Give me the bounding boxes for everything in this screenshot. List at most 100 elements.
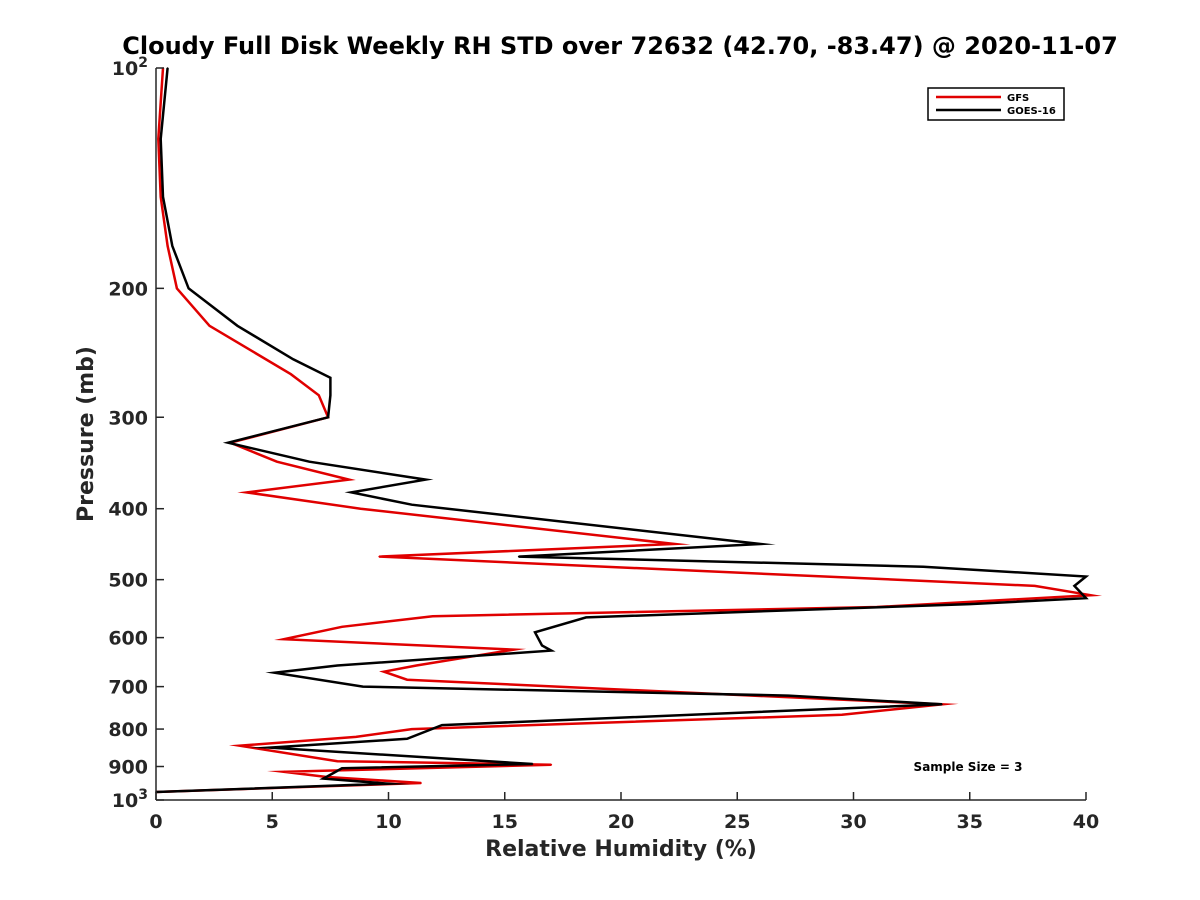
- legend-label-goes16: GOES-16: [1007, 106, 1056, 117]
- data-point-goes16-7: [329, 377, 332, 379]
- data-point-goes16-19: [1073, 585, 1076, 587]
- series-layer: [155, 67, 1103, 794]
- data-point-gfs-5: [208, 325, 211, 327]
- data-point-gfs-31: [336, 760, 339, 762]
- data-point-goes16-23: [534, 631, 536, 634]
- data-point-goes16-2: [162, 196, 164, 198]
- legend: GFS GOES-16: [927, 87, 1065, 121]
- data-point-goes16-0: [166, 67, 169, 69]
- y-tick-label-500: 500: [108, 570, 148, 592]
- data-point-gfs-15: [378, 555, 381, 558]
- data-point-goes16-16: [517, 555, 520, 558]
- data-point-gfs-14: [673, 543, 676, 545]
- x-tick-label-30: 30: [840, 811, 866, 833]
- data-point-goes16-30: [941, 703, 943, 706]
- data-point-gfs-24: [383, 670, 385, 673]
- data-point-gfs-17: [1089, 594, 1092, 596]
- data-point-goes16-31: [441, 724, 443, 726]
- data-point-gfs-25: [406, 678, 408, 681]
- y-tick-label-200: 200: [108, 278, 148, 300]
- x-axis-ticks: 0 5 10 15 20 25 30 35 40: [149, 792, 1099, 833]
- data-point-gfs-6: [290, 373, 292, 376]
- y-tick-label-700: 700: [108, 677, 148, 699]
- data-point-goes16-36: [322, 777, 325, 780]
- data-point-gfs-19: [431, 615, 434, 617]
- data-point-goes16-3: [171, 245, 174, 247]
- data-point-gfs-30: [238, 744, 241, 747]
- data-point-gfs-12: [245, 491, 248, 494]
- data-point-gfs-20: [341, 626, 343, 628]
- data-point-gfs-22: [513, 648, 515, 651]
- data-point-goes16-12: [424, 478, 427, 481]
- data-point-gfs-27: [841, 714, 843, 716]
- data-point-gfs-10: [276, 460, 278, 463]
- data-point-goes16-22: [585, 616, 587, 619]
- data-point-goes16-17: [922, 565, 925, 568]
- legend-label-gfs: GFS: [1007, 93, 1029, 104]
- x-axis-label: Relative Humidity (%): [485, 837, 757, 862]
- data-point-gfs-11: [348, 478, 350, 481]
- data-point-gfs-13: [359, 507, 362, 510]
- data-point-gfs-1: [157, 138, 160, 140]
- sample-size-annotation: Sample Size = 3: [914, 760, 1023, 774]
- data-point-gfs-32: [550, 763, 553, 766]
- data-point-goes16-15: [759, 543, 762, 545]
- data-point-goes16-29: [787, 694, 790, 697]
- data-point-goes16-4: [187, 287, 190, 290]
- x-tick-label-15: 15: [492, 811, 518, 833]
- data-point-goes16-14: [411, 503, 413, 506]
- data-point-goes16-34: [531, 763, 534, 765]
- data-point-gfs-7: [318, 394, 320, 397]
- data-point-goes16-33: [269, 746, 271, 749]
- data-point-gfs-4: [176, 287, 178, 290]
- x-tick-label-5: 5: [266, 811, 279, 833]
- chart-title: Cloudy Full Disk Weekly RH STD over 7263…: [122, 32, 1118, 60]
- data-point-gfs-23: [415, 664, 418, 667]
- data-point-goes16-24: [541, 644, 543, 647]
- data-point-goes16-28: [362, 685, 364, 688]
- x-tick-label-25: 25: [724, 811, 750, 833]
- data-point-gfs-3: [166, 245, 169, 247]
- data-point-goes16-1: [159, 138, 162, 140]
- y-tick-label-400: 400: [108, 499, 148, 521]
- y-tick-label-800: 800: [108, 719, 148, 741]
- data-point-gfs-16: [1034, 585, 1036, 587]
- x-tick-label-40: 40: [1073, 811, 1099, 833]
- y-tick-label-300: 300: [108, 407, 148, 429]
- y-axis-label: Pressure (mb): [74, 346, 99, 522]
- data-point-gfs-21: [283, 638, 285, 640]
- data-point-gfs-28: [411, 728, 413, 730]
- legend-box: [927, 87, 1065, 121]
- y-tick-label-900: 900: [108, 757, 148, 779]
- data-point-gfs-35: [420, 782, 422, 784]
- x-tick-label-35: 35: [957, 811, 983, 833]
- data-point-goes16-5: [236, 325, 239, 327]
- y-tick-label-100: 102: [112, 55, 148, 80]
- data-point-goes16-25: [550, 649, 553, 652]
- data-point-goes16-37: [387, 782, 390, 785]
- x-tick-label-20: 20: [608, 811, 634, 833]
- data-point-gfs-29: [355, 736, 357, 738]
- x-tick-label-0: 0: [149, 811, 162, 833]
- data-point-goes16-20: [1085, 597, 1087, 599]
- data-point-goes16-9: [327, 416, 329, 419]
- data-point-gfs-33: [283, 771, 285, 773]
- data-point-goes16-10: [227, 441, 229, 444]
- data-point-goes16-6: [292, 358, 295, 361]
- data-point-goes16-32: [406, 738, 408, 740]
- data-point-goes16-26: [336, 664, 339, 667]
- data-point-goes16-21: [969, 603, 971, 605]
- data-point-goes16-11: [308, 460, 311, 463]
- data-point-goes16-35: [341, 767, 343, 770]
- data-point-goes16-27: [273, 671, 276, 674]
- data-point-goes16-13: [350, 491, 353, 494]
- x-tick-label-10: 10: [375, 811, 401, 833]
- data-point-gfs-2: [159, 196, 162, 198]
- plot-area: 0 5 10 15 20 25 30 35 40 102 200 300 400 500 600 700 80…: [108, 55, 1103, 833]
- y-axis-ticks: 102 200 300 400 500 600 700 800 900 103: [108, 55, 164, 812]
- data-point-goes16-18: [1085, 575, 1087, 578]
- y-tick-label-600: 600: [108, 628, 148, 650]
- y-tick-label-1000: 103: [112, 787, 148, 812]
